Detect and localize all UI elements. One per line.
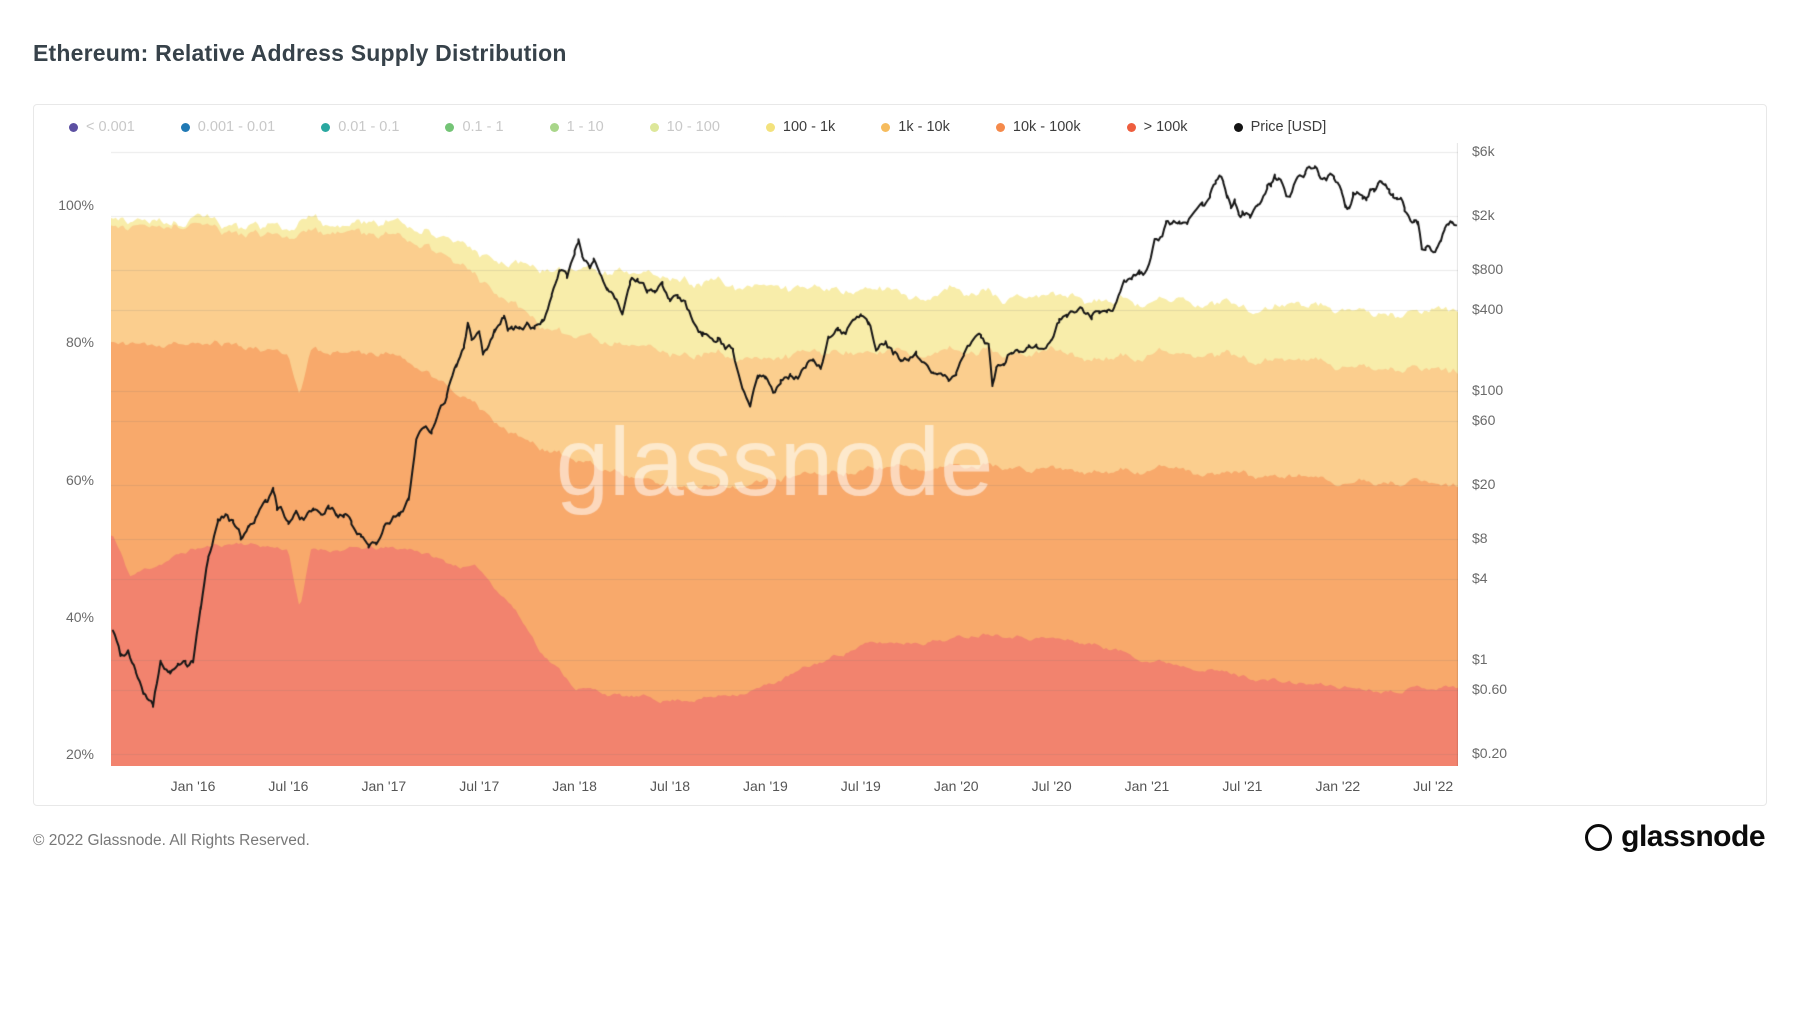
glassnode-wordmark: glassnode — [1621, 820, 1765, 853]
chart-canvas[interactable] — [111, 143, 1458, 766]
y-axis-right-label: $0.20 — [1472, 745, 1508, 762]
chart-legend: < 0.001 0.001 - 0.01 0.01 - 0.1 0.1 - 1 1 - … — [69, 119, 1326, 135]
y-axis-right-label: $60 — [1472, 411, 1496, 428]
y-axis-right-label: $20 — [1472, 476, 1496, 493]
glassnode-brand: glassnode — [1585, 820, 1765, 854]
x-axis-label: Jul '19 — [840, 778, 881, 794]
y-axis-left-label: 60% — [65, 471, 94, 488]
legend-item-10-100[interactable]: 10 - 100 — [649, 119, 720, 135]
page-title: Ethereum: Relative Address Supply Distri… — [33, 40, 567, 66]
legend-item-10k-100k[interactable]: 10k - 100k — [995, 119, 1081, 135]
x-axis-label: Jan '18 — [552, 778, 597, 794]
legend-label: < 0.001 — [86, 119, 135, 135]
y-axis-right-label: $4 — [1472, 570, 1488, 587]
x-axis-label: Jan '16 — [170, 778, 216, 794]
x-axis-label: Jan '22 — [1315, 778, 1361, 794]
y-axis-right-label: $2k — [1472, 207, 1495, 223]
legend-dot-icon — [321, 122, 331, 132]
legend-item-0-01-0-1[interactable]: 0.01 - 0.1 — [321, 119, 399, 135]
y-axis-left-label: 40% — [65, 608, 94, 625]
x-axis-label: Jul '18 — [650, 778, 691, 794]
legend-dot-icon — [881, 122, 891, 132]
legend-label: 10 - 100 — [666, 119, 720, 135]
legend-label: 1 - 10 — [566, 119, 604, 135]
y-axis-right-label: $0.60 — [1472, 680, 1508, 697]
glassnode-logo-icon — [1585, 823, 1613, 851]
legend-label: 0.1 - 1 — [462, 119, 504, 135]
y-axis-right-label: $400 — [1472, 301, 1504, 318]
legend-label: > 100k — [1143, 119, 1188, 135]
y-axis-right-label: $6k — [1472, 142, 1495, 159]
legend-item-1-10[interactable]: 1 - 10 — [549, 119, 604, 135]
legend-label: Price [USD] — [1250, 119, 1327, 135]
legend-dot-icon — [765, 122, 775, 132]
legend-dot-icon — [1126, 122, 1136, 132]
legend-label: 0.001 - 0.01 — [197, 119, 276, 135]
legend-item-price-usd[interactable]: Price [USD] — [1233, 119, 1327, 135]
legend-dot-icon — [1233, 122, 1243, 132]
legend-dot-icon — [180, 122, 190, 132]
y-axis-left-label: 100% — [58, 197, 94, 214]
x-axis-label: Jan '17 — [361, 778, 407, 794]
plot-area — [111, 143, 1458, 766]
x-axis-label: Jul '22 — [1413, 778, 1454, 794]
legend-item-1k-10k[interactable]: 1k - 10k — [881, 119, 950, 135]
y-axis-left-label: 80% — [65, 334, 94, 351]
y-axis-left-label: 20% — [65, 746, 94, 763]
x-axis-label: Jul '20 — [1031, 778, 1072, 794]
legend-item-0-001-0-01[interactable]: 0.001 - 0.01 — [180, 119, 276, 135]
y-axis-right-label: $800 — [1472, 260, 1504, 277]
x-axis-label: Jul '21 — [1222, 778, 1263, 794]
legend-dot-icon — [649, 122, 659, 132]
legend-dot-icon — [445, 122, 455, 132]
x-axis-label: Jul '16 — [268, 778, 309, 794]
x-axis-label: Jul '17 — [459, 778, 500, 794]
legend-item-0-001[interactable]: < 0.001 — [69, 119, 135, 135]
legend-item-100k[interactable]: > 100k — [1126, 119, 1188, 135]
y-axis-right-label: $8 — [1472, 529, 1488, 546]
legend-label: 0.01 - 0.1 — [338, 119, 400, 135]
y-axis-right-label: $100 — [1472, 382, 1504, 398]
copyright-text: © 2022 Glassnode. All Rights Reserved. — [33, 832, 310, 849]
legend-label: 10k - 100k — [1012, 119, 1081, 135]
x-axis-label: Jan '21 — [1124, 778, 1170, 794]
y-axis-right-label: $1 — [1472, 651, 1488, 668]
legend-dot-icon — [69, 122, 78, 132]
legend-item-0-1-1[interactable]: 0.1 - 1 — [445, 119, 504, 135]
x-axis-label: Jan '20 — [933, 778, 979, 794]
legend-dot-icon — [995, 122, 1005, 132]
chart-card: < 0.001 0.001 - 0.01 0.01 - 0.1 0.1 - 1 1 - … — [33, 104, 1767, 806]
legend-dot-icon — [549, 122, 559, 132]
legend-label: 100 - 1k — [782, 119, 836, 135]
legend-item-100-1k[interactable]: 100 - 1k — [765, 119, 836, 135]
x-axis-label: Jan '19 — [743, 778, 788, 794]
legend-label: 1k - 10k — [898, 119, 950, 135]
